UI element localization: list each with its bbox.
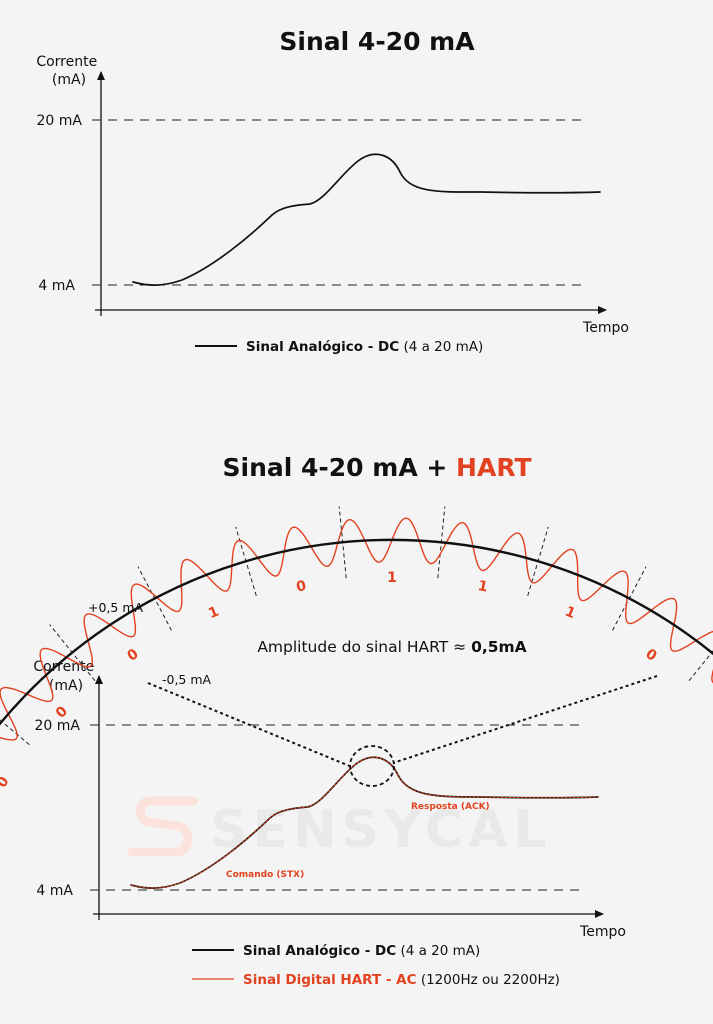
plus-amplitude-label: +0,5 mA bbox=[88, 600, 144, 615]
legend-hart-label: Sinal Digital HART - AC (1200Hz ou 2200H… bbox=[243, 972, 560, 988]
bottom-tick-4ma: 4 mA bbox=[36, 883, 73, 899]
bit-label: 1 bbox=[563, 604, 578, 622]
top-title: Sinal 4-20 mA bbox=[279, 27, 475, 56]
legend-hart-label-normal: (1200Hz ou 2200Hz) bbox=[421, 972, 560, 988]
command-label: Comando (STX) bbox=[226, 870, 304, 880]
response-label: Resposta (ACK) bbox=[411, 802, 490, 812]
bottom-legend-hart: Sinal Digital HART - AC (1200Hz ou 2200H… bbox=[192, 972, 560, 988]
minus-amplitude-label: -0,5 mA bbox=[162, 672, 212, 687]
bottom-x-axis-label: Tempo bbox=[579, 924, 626, 940]
bottom-legend-dc: Sinal Analógico - DC (4 a 20 mA) bbox=[192, 943, 480, 959]
amplitude-note: Amplitude do sinal HART ≈ 0,5mA bbox=[257, 638, 526, 656]
top-dc-curve bbox=[132, 153, 601, 286]
bottom-title: Sinal 4-20 mA + HART bbox=[223, 453, 532, 482]
top-legend-label-normal: (4 a 20 mA) bbox=[403, 339, 483, 355]
top-tick-4ma: 4 mA bbox=[38, 278, 75, 294]
bit-label: 0 bbox=[0, 774, 13, 791]
bottom-y-axis-label-line1: Corrente bbox=[33, 659, 94, 675]
top-x-axis-label: Tempo bbox=[582, 320, 629, 336]
zoom-hart-wave bbox=[0, 517, 713, 741]
bit-label: 0 bbox=[125, 646, 142, 665]
bottom-diagram: Sinal 4-20 mA + HART SENSYCAL Corrente (… bbox=[33, 453, 658, 988]
sensycal-watermark: SENSYCAL bbox=[127, 796, 551, 860]
bottom-y-axis-label-line2: (mA) bbox=[49, 678, 83, 694]
bit-label: 1 bbox=[476, 578, 489, 596]
top-legend: Sinal Analógico - DC (4 a 20 mA) bbox=[195, 339, 483, 355]
bottom-title-main: Sinal 4-20 mA + bbox=[223, 453, 457, 482]
zoom-line-left bbox=[147, 682, 353, 768]
bit-label: 1 bbox=[206, 604, 221, 622]
legend-dc-label-normal: (4 a 20 mA) bbox=[400, 943, 480, 959]
amplitude-note-text: Amplitude do sinal HART ≈ bbox=[257, 638, 471, 656]
zoom-boundary-lines bbox=[0, 506, 713, 746]
sensycal-logo-icon bbox=[127, 796, 199, 857]
zoom-line-right bbox=[392, 675, 658, 764]
bit-label: 0 bbox=[643, 646, 660, 665]
bottom-y-axis-label: Corrente (mA) bbox=[33, 659, 98, 694]
top-diagram: Sinal 4-20 mA Corrente (mA) 20 mA 4 mA T… bbox=[36, 27, 629, 355]
bottom-hart-overlay bbox=[130, 756, 599, 889]
top-tick-20ma: 20 mA bbox=[37, 113, 83, 129]
legend-hart-label-bold: Sinal Digital HART - AC bbox=[243, 972, 417, 988]
bit-label: 0 bbox=[295, 578, 308, 596]
legend-dc-label: Sinal Analógico - DC (4 a 20 mA) bbox=[243, 943, 480, 959]
bottom-title-hart: HART bbox=[456, 453, 531, 482]
watermark-text: SENSYCAL bbox=[210, 800, 551, 860]
top-legend-label: Sinal Analógico - DC (4 a 20 mA) bbox=[246, 339, 483, 355]
zoom-dc-arc bbox=[0, 538, 713, 726]
bit-label: 1 bbox=[387, 570, 397, 586]
top-legend-label-bold: Sinal Analógico - DC bbox=[246, 339, 399, 355]
bottom-tick-20ma: 20 mA bbox=[35, 718, 81, 734]
top-y-axis-label-line1: Corrente bbox=[36, 54, 97, 70]
amplitude-note-value: 0,5mA bbox=[471, 638, 527, 656]
hart-zoom-detail: 00010111011 +0,5 mA -0,5 mA Amplitude do… bbox=[0, 506, 713, 791]
top-y-axis-label-line2: (mA) bbox=[52, 72, 86, 88]
top-y-axis-label: Corrente (mA) bbox=[36, 54, 101, 88]
legend-dc-label-bold: Sinal Analógico - DC bbox=[243, 943, 396, 959]
zoom-circle bbox=[349, 745, 395, 787]
